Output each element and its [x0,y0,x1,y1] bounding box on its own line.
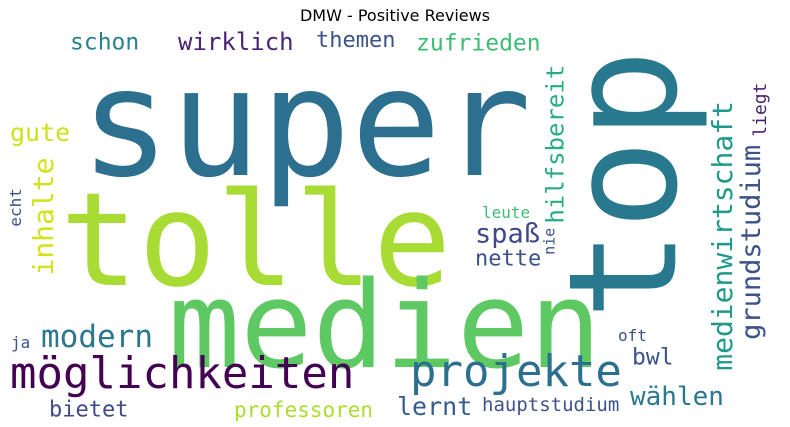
word-hauptstudium: hauptstudium [482,394,619,416]
word-gute: gute [10,118,70,147]
word-leute: leute [482,203,530,222]
chart-title: DMW - Positive Reviews [299,6,491,25]
word-schon: schon [70,31,139,55]
word-ja: ja [11,333,30,352]
word-lernt: lernt [397,392,472,421]
word-nette: nette [475,247,541,272]
word-wählen: wählen [630,382,724,412]
word-oft: oft [618,326,647,345]
word-wirklich: wirklich [178,31,294,56]
word-spaß: spaß [475,219,540,250]
word-bwl: bwl [632,344,674,370]
word-liegt: liegt [750,83,771,137]
word-möglichkeiten: möglichkeiten [10,348,354,399]
word-top: top [537,49,711,320]
word-nie: nie [541,228,559,255]
word-projekte: projekte [410,346,622,397]
word-bietet: bietet [49,398,128,421]
word-inhalte: inhalte [27,158,60,276]
word-zufrieden: zufrieden [416,31,541,57]
word-medien: medien [168,257,601,396]
word-modern: modern [41,319,153,355]
word-cloud: super top tolle medien möglichkeiten projekte… [10,31,780,421]
word-echt: echt [10,188,25,227]
word-themen: themen [316,31,395,53]
word-professoren: professoren [234,398,373,421]
word-hilfsbereit: hilfsbereit [542,65,570,224]
word-medienwirtschaft: medienwirtschaft [706,101,739,371]
word-super: super [80,37,532,211]
word-grundstudium: grundstudium [736,145,767,340]
word-tolle: tolle [60,164,451,316]
